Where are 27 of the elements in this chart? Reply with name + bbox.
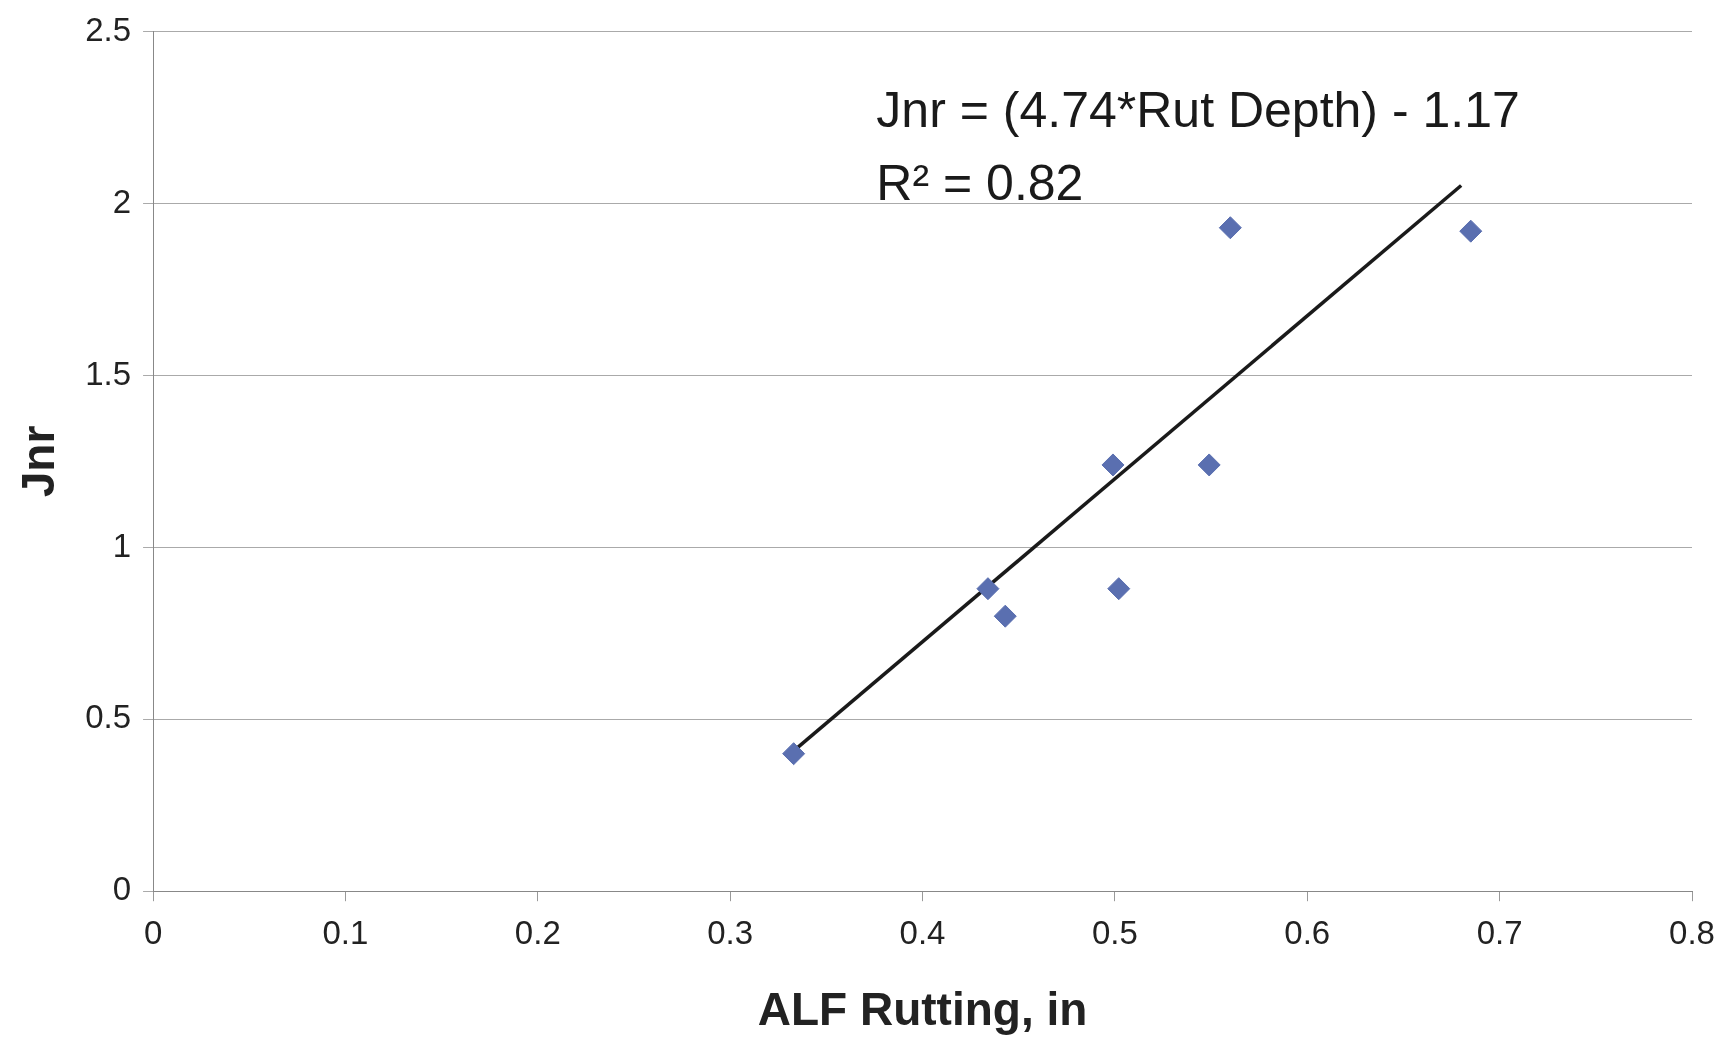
point — [976, 577, 1000, 601]
x-tick-label: 0.3 — [707, 914, 754, 952]
x-tick-label: 0.1 — [322, 914, 369, 952]
point — [1107, 577, 1131, 601]
annotation: R² = 0.82 — [876, 154, 1084, 211]
y-tick-label: 2 — [112, 182, 132, 220]
point — [1218, 216, 1242, 240]
x-tick-label: 0.7 — [1476, 914, 1523, 952]
x-tick-label: 0.4 — [899, 914, 946, 952]
y-axis-title: Jnr — [12, 425, 65, 498]
y-tick-label: 1 — [112, 526, 132, 564]
point — [1101, 453, 1125, 477]
x-tick-label: 0.6 — [1284, 914, 1331, 952]
x-tick-label: 0 — [143, 914, 163, 952]
point — [993, 604, 1017, 628]
y-tick-label: 1.5 — [85, 354, 132, 392]
x-axis-title: ALF Rutting, in — [757, 983, 1088, 1036]
annotation: Jnr = (4.74*Rut Depth) - 1.17 — [876, 81, 1520, 138]
y-tick-label: 2.5 — [85, 10, 132, 48]
x-tick-label: 0.2 — [514, 914, 561, 952]
point — [1459, 219, 1483, 243]
y-tick-label: 0.5 — [85, 698, 132, 736]
x-tick-label: 0.5 — [1091, 914, 1138, 952]
point — [1197, 453, 1221, 477]
point — [782, 742, 806, 766]
x-tick-label: 0.8 — [1669, 914, 1715, 952]
y-tick-label: 0 — [112, 870, 132, 908]
